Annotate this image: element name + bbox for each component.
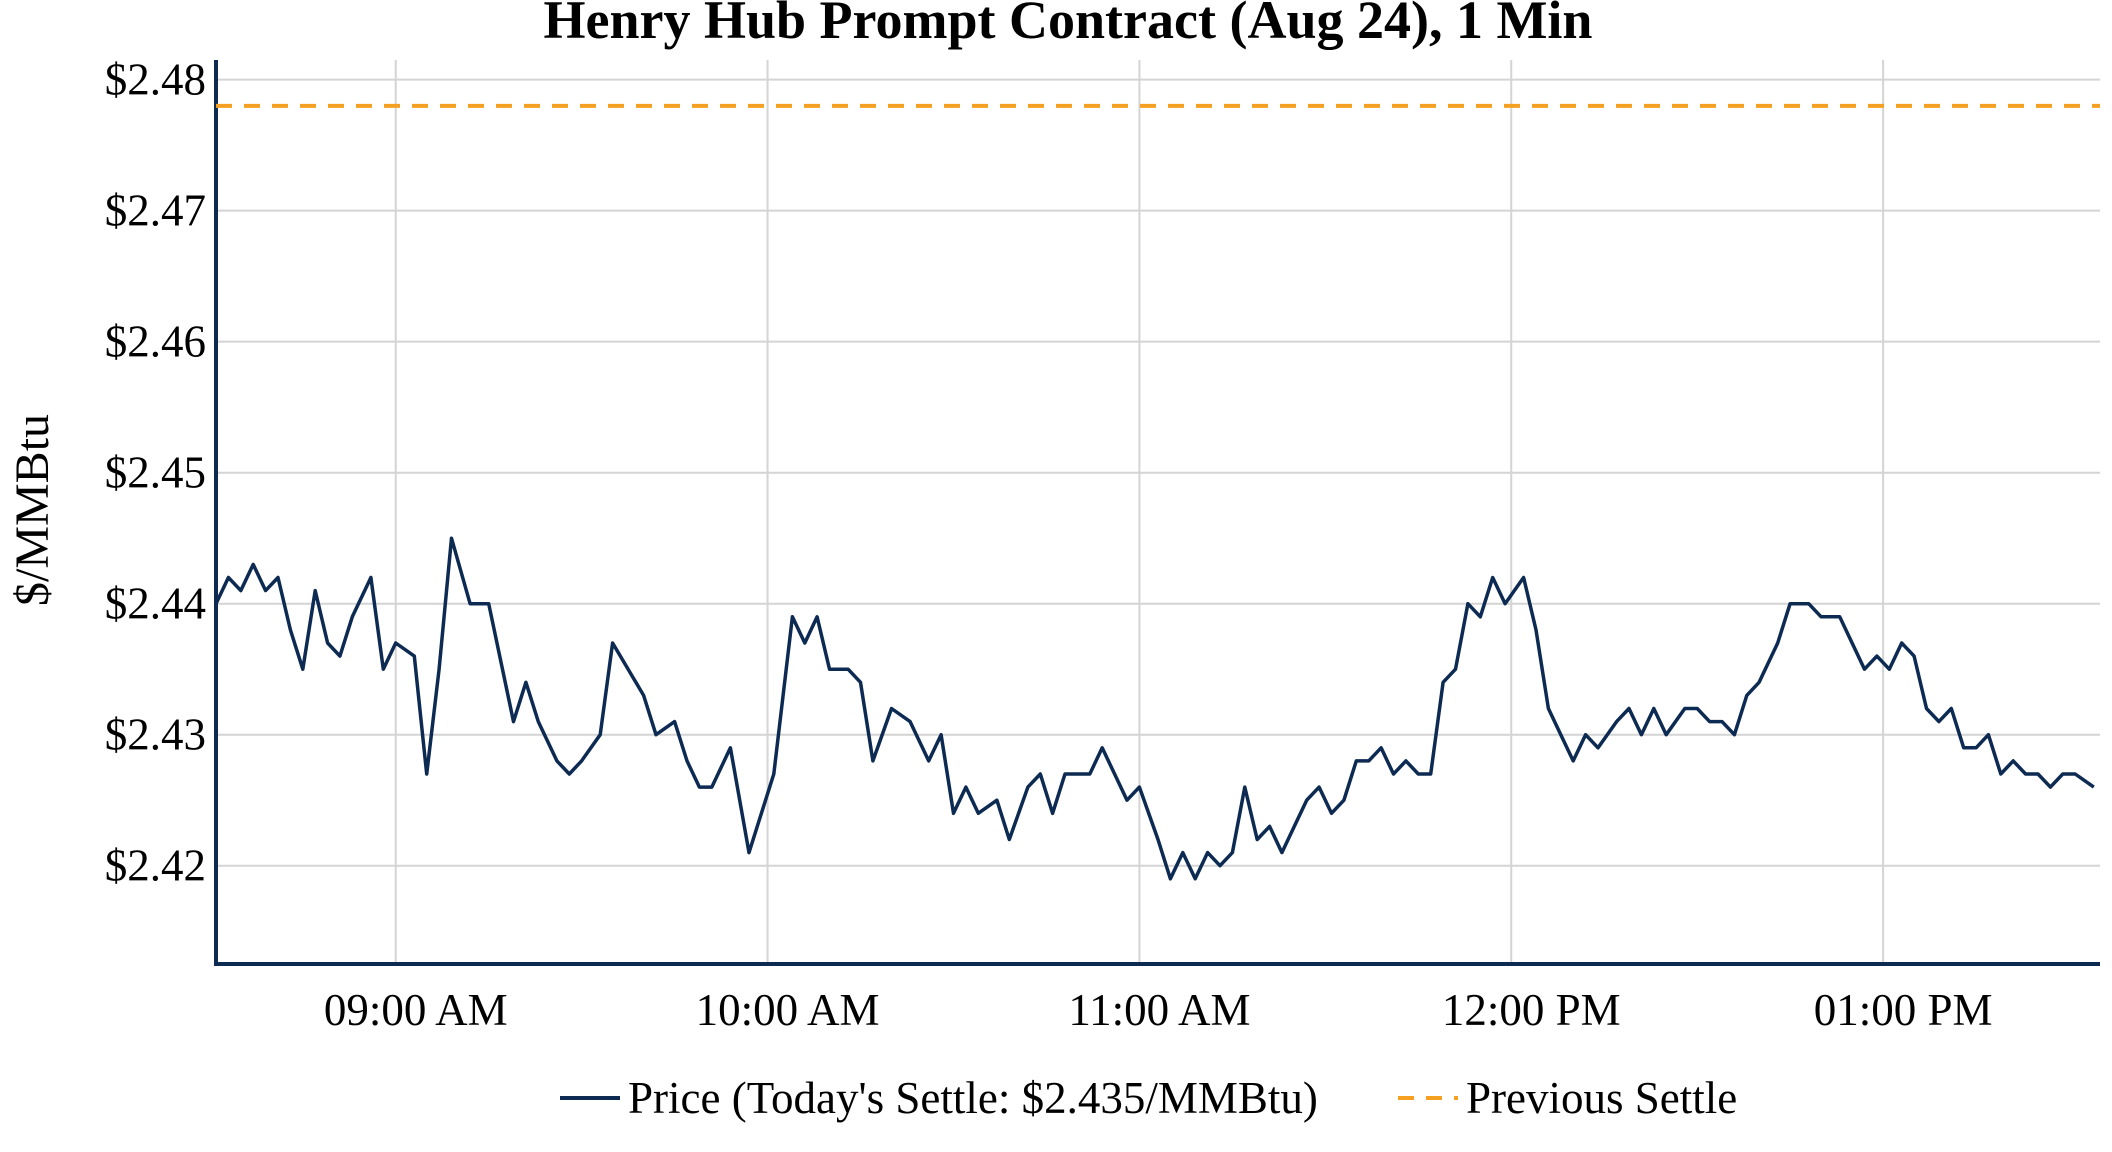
chart-title: Henry Hub Prompt Contract (Aug 24), 1 Mi… [544,0,1593,50]
x-tick-label: 10:00 AM [696,985,880,1035]
x-tick-label: 09:00 AM [324,985,508,1035]
price-series-line [214,536,2095,881]
legend-price-label: Price (Today's Settle: $2.435/MMBtu) [628,1073,1318,1123]
x-tick-label: 01:00 PM [1814,985,1993,1035]
y-tick-label: $2.43 [105,710,206,760]
axes [214,60,2100,966]
series-lines [214,103,2100,881]
y-tick-label: $2.47 [105,186,206,236]
legend-previous-settle-label: Previous Settle [1466,1073,1737,1123]
x-tick-label: 11:00 AM [1068,985,1250,1035]
y-tick-label: $2.42 [105,841,206,891]
y-axis-title: $/MMBtu [6,414,59,606]
legend: Price (Today's Settle: $2.435/MMBtu) Pre… [560,1073,1737,1123]
y-tick-label: $2.45 [105,448,206,498]
y-tick-label: $2.46 [105,317,206,367]
x-tick-label: 12:00 PM [1442,985,1621,1035]
y-tick-label: $2.44 [105,579,206,629]
tick-labels: $2.42 $2.43 $2.44 $2.45 $2.46 $2.47 $2.48 09:00… [105,55,1993,1035]
y-tick-label: $2.48 [105,55,206,105]
grid-lines [216,60,2100,964]
